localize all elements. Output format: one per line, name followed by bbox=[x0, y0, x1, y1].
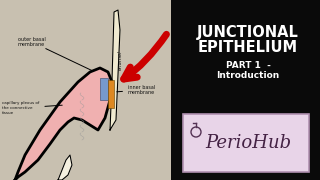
Polygon shape bbox=[58, 155, 72, 180]
Bar bbox=[108, 80, 114, 108]
Text: outer basal
membrane: outer basal membrane bbox=[18, 37, 92, 71]
Bar bbox=[100, 78, 108, 100]
Bar bbox=[0, 0, 171, 180]
Text: Introduction: Introduction bbox=[216, 71, 280, 80]
Text: PerioHub: PerioHub bbox=[205, 134, 291, 152]
Text: enamel: enamel bbox=[117, 50, 123, 70]
Text: JUNCTIONAL: JUNCTIONAL bbox=[197, 24, 299, 39]
Text: PART 1  -: PART 1 - bbox=[226, 60, 270, 69]
Text: inner basal
membrane: inner basal membrane bbox=[117, 85, 155, 95]
Polygon shape bbox=[15, 68, 112, 180]
Bar bbox=[183, 114, 309, 172]
Text: EPITHELIUM: EPITHELIUM bbox=[198, 39, 298, 55]
Text: capillary plexus of
the connective
tissue: capillary plexus of the connective tissu… bbox=[2, 101, 62, 115]
Polygon shape bbox=[110, 10, 120, 130]
